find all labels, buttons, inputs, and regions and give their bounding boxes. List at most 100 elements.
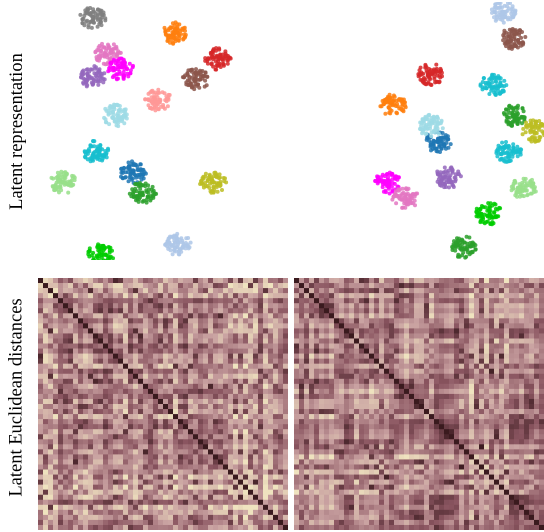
scatter-point xyxy=(122,166,127,171)
heatmap-cell xyxy=(68,343,74,349)
heatmap-cell xyxy=(98,313,104,319)
heatmap-cell xyxy=(78,519,84,526)
heatmap-cell xyxy=(228,414,234,420)
heatmap-cell xyxy=(143,439,149,445)
heatmap-cell xyxy=(278,388,284,395)
heatmap-cell xyxy=(58,439,64,445)
heatmap-cell xyxy=(118,303,124,309)
heatmap-cell xyxy=(138,348,144,354)
heatmap-cell xyxy=(138,343,144,349)
scatter-point xyxy=(85,67,90,72)
heatmap-cell xyxy=(233,343,239,349)
heatmap-cell xyxy=(178,424,184,430)
heatmap-cell xyxy=(123,499,129,506)
heatmap-cell xyxy=(148,338,154,344)
heatmap-cell xyxy=(193,494,199,501)
heatmap-cell xyxy=(484,278,490,284)
heatmap-cell xyxy=(148,454,154,460)
heatmap-cell xyxy=(283,449,288,455)
heatmap-cell xyxy=(113,459,119,465)
heatmap-cell xyxy=(78,524,84,530)
scatter-point xyxy=(460,237,464,242)
heatmap-cell xyxy=(233,398,239,405)
heatmap-cell xyxy=(198,429,204,435)
heatmap-cell xyxy=(283,288,288,294)
heatmap-cell xyxy=(188,424,194,430)
heatmap-cell xyxy=(53,414,59,420)
scatter-point xyxy=(515,187,520,192)
heatmap-cell xyxy=(63,444,69,450)
scatter-point xyxy=(434,62,439,67)
heatmap-cell xyxy=(118,383,124,390)
heatmap-cell xyxy=(143,499,149,506)
heatmap-cell xyxy=(223,298,229,304)
heatmap-cell xyxy=(163,484,169,490)
heatmap-cell xyxy=(223,323,229,329)
scatter-point xyxy=(492,215,497,220)
scatter-point xyxy=(134,198,138,203)
heatmap-cell xyxy=(228,454,234,460)
heatmap-cell xyxy=(63,434,69,440)
heatmap-cell xyxy=(163,338,169,344)
heatmap-cell xyxy=(163,288,169,294)
heatmap-cell xyxy=(233,439,239,445)
heatmap-cell xyxy=(309,288,315,294)
heatmap-cell xyxy=(143,514,149,521)
heatmap-cell xyxy=(133,348,139,354)
heatmap-cell xyxy=(469,283,475,289)
heatmap-cell xyxy=(198,404,204,410)
heatmap-cell xyxy=(103,504,109,511)
heatmap-cell xyxy=(419,283,425,289)
heatmap-cell xyxy=(108,414,114,420)
heatmap-cell xyxy=(93,449,99,455)
heatmap-cell xyxy=(263,293,269,299)
heatmap-cell xyxy=(384,288,390,294)
heatmap-cell xyxy=(128,464,134,470)
scatter-point xyxy=(531,181,536,186)
heatmap-cell xyxy=(258,464,264,470)
heatmap-cell xyxy=(248,454,254,460)
heatmap-cell xyxy=(193,353,199,359)
heatmap-cell xyxy=(213,363,219,370)
heatmap-cell xyxy=(113,484,119,490)
heatmap-cell xyxy=(163,328,169,334)
scatter-point xyxy=(391,103,395,108)
heatmap-cell xyxy=(83,509,89,516)
heatmap-cell xyxy=(359,278,365,284)
heatmap-cell xyxy=(143,519,149,526)
heatmap-cell xyxy=(273,328,279,334)
heatmap-cell xyxy=(263,323,269,329)
heatmap-cell xyxy=(223,303,229,309)
scatter-point xyxy=(119,174,123,179)
heatmap-cell xyxy=(208,489,214,496)
scatter-point xyxy=(419,120,424,125)
heatmap-cell xyxy=(268,398,274,405)
heatmap-cell xyxy=(128,333,134,339)
heatmap-cell xyxy=(163,283,169,289)
scatter-point xyxy=(95,48,100,53)
heatmap-cell xyxy=(233,283,239,289)
heatmap-cell xyxy=(248,363,254,370)
heatmap-cell xyxy=(238,368,244,375)
heatmap-cell xyxy=(258,388,264,395)
heatmap-cell xyxy=(98,424,104,430)
scatter-point xyxy=(488,221,493,226)
heatmap-cell xyxy=(273,353,279,359)
scatter-point xyxy=(215,182,220,187)
heatmap-cell xyxy=(283,459,288,465)
scatter-point xyxy=(206,175,211,180)
heatmap-cell xyxy=(228,439,234,445)
heatmap-cell xyxy=(48,288,54,294)
scatter-point xyxy=(497,91,502,96)
heatmap-cell xyxy=(248,353,254,359)
heatmap-cell xyxy=(263,404,269,410)
heatmap-cell xyxy=(228,288,234,294)
scatter-point xyxy=(533,138,538,143)
heatmap-cell xyxy=(58,323,64,329)
heatmap-cell xyxy=(153,464,159,470)
heatmap-cell xyxy=(314,298,320,304)
heatmap-cell xyxy=(228,504,234,511)
heatmap-cell xyxy=(233,348,239,354)
scatter-point xyxy=(507,27,512,32)
heatmap-cell xyxy=(263,434,269,440)
